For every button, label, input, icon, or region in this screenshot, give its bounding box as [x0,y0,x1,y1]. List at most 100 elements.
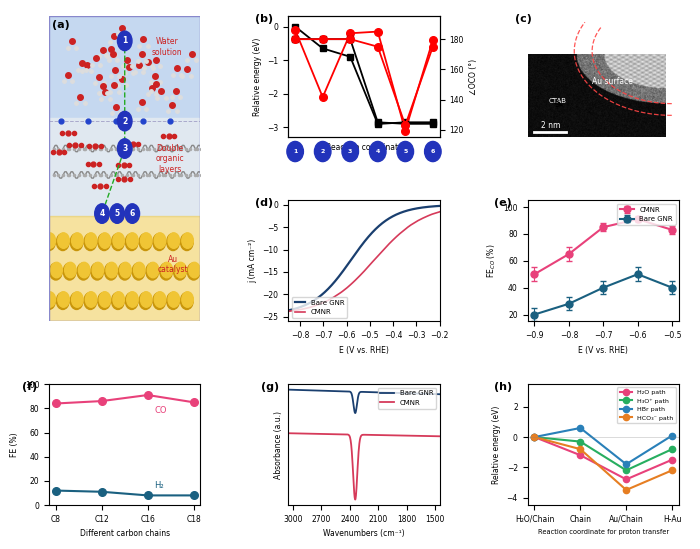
Text: 2 nm: 2 nm [540,121,560,130]
Circle shape [57,293,69,310]
Circle shape [98,293,111,310]
H₂O path [576,452,584,458]
CMNR [381,432,389,439]
Circle shape [85,233,97,248]
Circle shape [139,293,152,310]
Circle shape [168,233,179,248]
Line: Bare GNR: Bare GNR [288,390,440,413]
Circle shape [84,293,97,310]
Circle shape [181,293,193,310]
Bar [49,16,200,118]
Circle shape [132,263,145,280]
Circle shape [99,233,111,248]
Circle shape [94,204,109,223]
Circle shape [70,233,83,250]
Text: CO: CO [155,406,167,415]
Text: 4: 4 [99,209,104,218]
Circle shape [43,233,55,250]
Text: H₂: H₂ [155,481,164,490]
Circle shape [134,262,145,278]
Circle shape [57,233,69,250]
Circle shape [174,263,186,280]
Line: CMNR: CMNR [288,433,440,500]
H₃O⁺ path [668,446,676,452]
Text: (f): (f) [22,382,37,392]
HBr path [530,434,538,440]
Y-axis label: Absorbance (a.u.): Absorbance (a.u.) [274,411,283,479]
Circle shape [71,292,83,307]
Bare GNR [293,386,302,393]
Bare GNR [302,301,311,308]
CMNR [379,247,388,253]
Text: 6: 6 [130,209,135,218]
Text: (h): (h) [494,382,512,392]
X-axis label: E (V vs. RHE): E (V vs. RHE) [339,345,389,355]
Circle shape [153,293,166,310]
CMNR [414,433,423,439]
Text: Double
organic
layers: Double organic layers [156,144,185,173]
HBr path [576,425,584,432]
Line: H₃O⁺ path: H₃O⁺ path [531,434,675,473]
Bare GNR [372,389,381,396]
CMNR [393,232,402,239]
Circle shape [43,293,55,310]
X-axis label: Reaction coordinate for proton transfer: Reaction coordinate for proton transfer [538,529,668,535]
Circle shape [104,263,118,280]
CMNR [344,283,352,290]
CMNR [284,430,293,436]
Circle shape [51,262,62,278]
Bare GNR [381,389,389,396]
Text: 1: 1 [293,149,298,154]
Bare GNR [379,219,388,226]
Text: 5: 5 [115,209,120,218]
Bare GNR [284,386,293,393]
Circle shape [58,292,69,307]
Circle shape [139,233,152,250]
Circle shape [147,262,159,278]
Circle shape [63,263,76,280]
Line: Bare GNR: Bare GNR [288,206,440,310]
HBr path [622,461,631,468]
Line: H₂O path: H₂O path [531,434,675,483]
Circle shape [99,292,111,307]
Y-axis label: Relative energy (eV): Relative energy (eV) [492,405,501,484]
Text: Au surface: Au surface [592,77,634,86]
Circle shape [146,263,159,280]
Bare GNR [394,210,402,217]
X-axis label: E (V vs. RHE): E (V vs. RHE) [578,345,628,355]
Bare GNR [284,307,293,313]
Circle shape [118,31,132,51]
Circle shape [77,263,90,280]
Circle shape [397,142,414,161]
Line: HCO₃⁻ path: HCO₃⁻ path [531,434,675,493]
Circle shape [85,292,97,307]
Legend: H₂O path, H₃O⁺ path, HBr path, HCO₃⁻ path: H₂O path, H₃O⁺ path, HBr path, HCO₃⁻ pat… [617,387,676,423]
Circle shape [160,263,172,280]
X-axis label: Different carbon chains: Different carbon chains [80,529,170,539]
Text: 3: 3 [348,149,352,154]
HBr path [668,432,676,439]
Circle shape [111,293,125,310]
Legend: Bare GNR, CMNR: Bare GNR, CMNR [377,388,436,408]
Text: 5: 5 [403,149,407,154]
Circle shape [125,233,138,250]
Circle shape [70,293,83,310]
Circle shape [110,204,125,223]
X-axis label: Reaction coordinate: Reaction coordinate [326,143,402,152]
HCO₃⁻ path [530,434,538,440]
Bare GNR [414,390,423,397]
Circle shape [106,262,118,278]
Circle shape [111,233,125,250]
HCO₃⁻ path [576,446,584,452]
Circle shape [118,139,132,158]
Circle shape [425,142,441,161]
Text: 2: 2 [321,149,325,154]
Circle shape [113,233,125,248]
Circle shape [125,204,139,223]
Bare GNR [333,275,342,282]
Circle shape [118,111,132,131]
Circle shape [167,233,179,250]
CMNR [293,430,302,436]
Circle shape [92,262,104,278]
CMNR [435,209,444,215]
